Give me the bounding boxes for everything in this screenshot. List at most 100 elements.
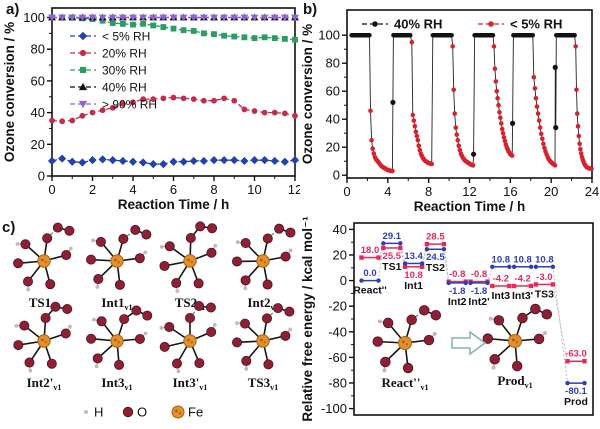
svg-text:20: 20 [544, 184, 558, 199]
svg-text:8: 8 [210, 182, 217, 197]
svg-text:Int1v1: Int1v1 [101, 295, 132, 312]
molecule [232, 223, 296, 291]
legend: 40% RH < 5% RH [362, 17, 562, 32]
series-lt5-RH [368, 39, 594, 174]
svg-text:-4.2: -4.2 [514, 273, 530, 284]
svg-text:100: 100 [23, 10, 45, 25]
panel-b: 0 4 8 12 16 20 24 0 20 40 60 80 100 Reaction Time / h… [300, 0, 600, 215]
svg-text:24.5: 24.5 [426, 252, 445, 263]
legend: < 5% RH 20% RH 30% RH 40% RH > 90% RH [70, 30, 157, 112]
svg-text:8: 8 [425, 184, 432, 199]
svg-text:20: 20 [31, 137, 45, 152]
inset-reaction: React''v1 Prodv1 [372, 303, 553, 392]
svg-text:Int3v1: Int3v1 [101, 375, 132, 392]
svg-text:12: 12 [288, 182, 300, 197]
svg-text:Ozone conversion / %: Ozone conversion / % [2, 22, 17, 162]
svg-text:Int3: Int3 [491, 290, 510, 302]
svg-text:0: 0 [333, 168, 340, 183]
panel-c: TS1v1Int1v1TS2v1Int2v1Int2'v1Int3v1Int3'… [0, 215, 300, 429]
atom-legend: H O Fe [84, 405, 203, 420]
svg-text:> 90% RH: > 90% RH [102, 98, 157, 112]
molecule [232, 303, 295, 371]
svg-text:60: 60 [326, 84, 340, 99]
axes: 0 2 4 6 8 10 12 0 20 40 60 80 100 [23, 7, 302, 197]
svg-text:16: 16 [503, 184, 517, 199]
svg-text:O: O [137, 405, 147, 420]
svg-text:Prodv1: Prodv1 [497, 373, 532, 390]
svg-text:10.8: 10.8 [535, 254, 554, 265]
svg-text:Fe: Fe [188, 405, 203, 420]
molecular-structures-panel: TS1v1Int1v1TS2v1Int2v1Int2'v1Int3v1Int3'… [13, 221, 296, 420]
svg-text:80: 80 [326, 56, 340, 71]
svg-text:25.5: 25.5 [383, 251, 402, 262]
molecule [482, 303, 553, 372]
svg-text:-1.8: -1.8 [449, 286, 465, 297]
svg-text:18.0: 18.0 [361, 245, 380, 256]
svg-text:Int2'v1: Int2'v1 [27, 375, 62, 392]
svg-text:13.4: 13.4 [404, 251, 423, 262]
svg-text:-20: -20 [328, 299, 347, 314]
svg-text:TS3v1: TS3v1 [248, 375, 278, 392]
svg-text:0: 0 [340, 273, 347, 288]
axes: 40 20 0 -20 -40 -60 -80 -100 [321, 222, 594, 416]
svg-text:10: 10 [247, 182, 261, 197]
svg-text:0: 0 [48, 182, 55, 197]
svg-text:100: 100 [318, 28, 340, 43]
svg-text:Prod: Prod [564, 396, 588, 408]
svg-text:4: 4 [384, 184, 391, 199]
panel-a-label: a) [6, 1, 20, 18]
svg-text:React'': React'' [353, 285, 387, 297]
svg-text:-0.8: -0.8 [449, 269, 465, 280]
svg-text:20% RH: 20% RH [102, 47, 147, 61]
svg-text:40: 40 [333, 222, 347, 237]
svg-text:TS2: TS2 [426, 262, 445, 274]
svg-text:< 5% RH: < 5% RH [510, 17, 562, 32]
svg-text:30% RH: 30% RH [102, 64, 147, 78]
svg-text:Int1: Int1 [404, 280, 423, 292]
svg-text:-60: -60 [328, 350, 347, 365]
svg-text:20: 20 [333, 248, 347, 263]
molecule [13, 222, 75, 292]
svg-text:Relative free energy / kcal mo: Relative free energy / kcal mol⁻¹ [300, 216, 315, 422]
svg-text:4: 4 [129, 182, 136, 197]
panel-b-label: b) [303, 1, 318, 18]
molecule [159, 301, 217, 374]
svg-text:40% RH: 40% RH [102, 81, 147, 95]
svg-text:12: 12 [462, 184, 476, 199]
svg-text:20: 20 [326, 140, 340, 155]
svg-text:40: 40 [326, 112, 340, 127]
ozone-conversion-vs-time-chart: 0 2 4 6 8 10 12 0 20 40 60 80 100 Reaction Time / h Oz… [2, 7, 302, 212]
svg-text:0.0: 0.0 [363, 268, 376, 279]
svg-text:24: 24 [585, 184, 599, 199]
svg-text:6: 6 [170, 182, 177, 197]
molecule [159, 221, 218, 293]
energy-levels: 18.00.0React''25.529.1TS110.813.4Int128.… [353, 231, 588, 408]
svg-text:Int2': Int2' [468, 296, 489, 308]
svg-text:0: 0 [38, 169, 45, 184]
svg-text:Int3': Int3' [512, 290, 533, 302]
svg-text:< 5% RH: < 5% RH [102, 30, 150, 44]
panel-c-label: c) [2, 219, 16, 236]
svg-text:Int3'v1: Int3'v1 [173, 375, 208, 392]
svg-text:10.8: 10.8 [513, 254, 532, 265]
svg-text:-0.8: -0.8 [471, 269, 487, 280]
svg-text:-80.1: -80.1 [565, 386, 587, 397]
panel-a: 0 2 4 6 8 10 12 0 20 40 60 80 100 Reaction Time / h Oz… [0, 0, 302, 215]
svg-text:Int2: Int2 [448, 296, 467, 308]
panel-d: 40 20 0 -20 -40 -60 -80 -100 Relative free energ… [300, 215, 600, 429]
svg-text:-3.0: -3.0 [536, 272, 552, 283]
svg-text:Ozone conversion / %: Ozone conversion / % [300, 24, 315, 164]
series--5-RH [47, 154, 300, 169]
molecule [13, 301, 73, 373]
svg-text:-100: -100 [321, 401, 347, 416]
series-40-RH [349, 32, 577, 157]
svg-text:TS3: TS3 [535, 288, 554, 300]
svg-text:-1.8: -1.8 [471, 286, 487, 297]
svg-text:2: 2 [89, 182, 96, 197]
svg-text:React''v1: React''v1 [381, 375, 428, 392]
svg-text:-63.0: -63.0 [565, 349, 587, 360]
axes: 0 4 8 12 16 20 24 0 20 40 60 80 100 [318, 9, 599, 199]
svg-text:10.8: 10.8 [404, 270, 423, 281]
free-energy-diagram: 40 20 0 -20 -40 -60 -80 -100 Relative free energ… [300, 216, 594, 422]
